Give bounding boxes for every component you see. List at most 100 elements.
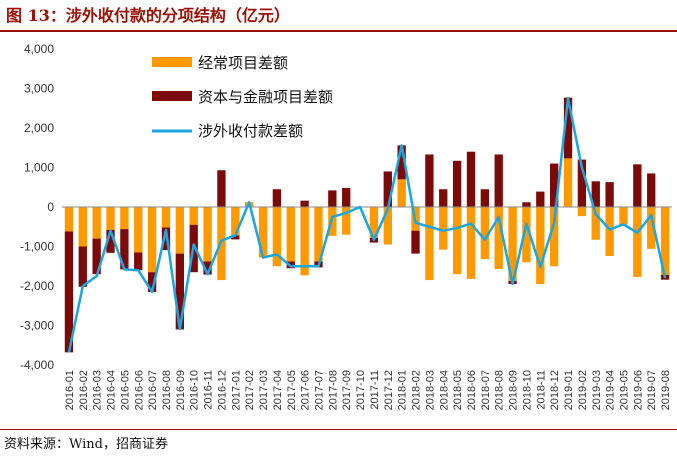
x-tick-label: 2016-05 <box>119 370 131 410</box>
bar-current-account <box>397 179 406 207</box>
bar-capital-financial <box>300 200 309 207</box>
bar-current-account <box>577 207 587 217</box>
bar-current-account <box>189 207 198 225</box>
bar-current-account <box>64 207 74 232</box>
bar-capital-financial <box>411 230 420 254</box>
x-axis: 2016-01 2016-02 2016-03 2016-04 2016-05 2016-… <box>64 370 672 410</box>
x-tick-label: 2016-11 <box>203 370 215 410</box>
x-tick-label: 2018-04 <box>438 370 450 410</box>
x-tick-label: 2017-11 <box>369 370 381 410</box>
y-tick-label: 0 <box>47 200 54 214</box>
x-tick-label: 2019-06 <box>632 370 644 410</box>
x-tick-label: 2018-05 <box>452 370 464 410</box>
bar-current-account <box>591 207 600 240</box>
chart-canvas: 4,000 3,000 2,000 1,000 0 -1,000 -2,000 -3,000 -… <box>20 42 672 410</box>
bar-current-account <box>494 207 503 270</box>
source-divider <box>0 429 677 430</box>
legend: 经常项目差额 资本与金融项目差额 涉外收付款差额 <box>152 54 333 140</box>
bar-capital-financial <box>577 159 587 207</box>
series-net-flow-line <box>67 97 667 353</box>
legend-label-current-account: 经常项目差额 <box>198 54 288 72</box>
bar-current-account <box>563 158 573 207</box>
x-tick-label: 2018-07 <box>480 370 492 410</box>
x-tick-label: 2019-02 <box>577 370 589 410</box>
x-tick-label: 2017-06 <box>300 370 312 410</box>
bar-capital-financial <box>397 145 406 180</box>
bar-current-account <box>522 207 531 263</box>
bar-current-account <box>439 207 448 250</box>
series-current-account <box>64 158 670 285</box>
bar-capital-financial <box>342 188 351 207</box>
y-tick-label: -2,000 <box>20 279 54 293</box>
legend-label-net-flow: 涉外收付款差额 <box>198 122 303 140</box>
x-tick-label: 2018-02 <box>411 370 423 410</box>
bar-capital-financial <box>425 154 434 207</box>
x-tick-label: 2016-09 <box>175 370 187 410</box>
x-tick-label: 2016-04 <box>106 370 118 410</box>
x-tick-label: 2019-01 <box>563 370 575 410</box>
bar-capital-financial <box>494 154 503 207</box>
bar-capital-financial <box>522 202 531 207</box>
x-tick-label: 2018-03 <box>424 370 436 410</box>
bar-current-account <box>466 207 476 279</box>
y-tick-label: 1,000 <box>24 161 54 175</box>
y-tick-label: 3,000 <box>24 82 54 96</box>
x-tick-label: 2016-08 <box>161 370 173 410</box>
y-tick-label: -4,000 <box>20 358 54 372</box>
bar-capital-financial <box>272 189 282 207</box>
x-tick-label: 2017-04 <box>272 370 284 410</box>
bar-capital-financial <box>563 97 573 159</box>
legend-swatch-capital-financial <box>152 91 192 101</box>
chart-title: 图 13：涉外收付款的分项结构（亿元） <box>6 6 290 25</box>
bar-current-account <box>452 207 462 275</box>
bar-current-account <box>605 207 614 256</box>
bar-current-account <box>550 207 559 267</box>
x-tick-label: 2018-09 <box>508 370 520 410</box>
y-tick-label: 4,000 <box>24 42 54 56</box>
source-note: 资料来源：Wind，招商证券 <box>4 437 168 452</box>
bar-current-account <box>342 207 351 235</box>
y-axis: 4,000 3,000 2,000 1,000 0 -1,000 -2,000 -3,000 -… <box>20 42 54 372</box>
bar-capital-financial <box>134 252 143 271</box>
bar-current-account <box>633 207 642 277</box>
bar-current-account <box>480 207 489 260</box>
bar-capital-financial <box>106 229 115 253</box>
bar-capital-financial <box>550 163 559 207</box>
bar-capital-financial <box>175 253 184 330</box>
x-tick-label: 2016-03 <box>92 370 104 410</box>
x-tick-label: 2018-06 <box>466 370 478 410</box>
x-tick-label: 2019-04 <box>605 370 617 410</box>
legend-swatch-current-account <box>152 57 192 67</box>
bar-current-account <box>300 207 309 276</box>
x-tick-label: 2016-07 <box>147 370 159 410</box>
bar-current-account <box>272 207 282 267</box>
bar-capital-financial <box>452 160 462 207</box>
x-tick-label: 2016-01 <box>64 370 76 410</box>
bar-capital-financial <box>64 231 74 353</box>
bar-current-account <box>147 207 157 273</box>
x-tick-label: 2017-03 <box>258 370 270 410</box>
bar-current-account <box>175 207 184 254</box>
bar-current-account <box>286 207 295 262</box>
x-tick-label: 2019-03 <box>591 370 603 410</box>
x-tick-label: 2017-09 <box>341 370 353 410</box>
x-tick-label: 2017-02 <box>244 370 256 410</box>
bar-capital-financial <box>203 261 212 275</box>
bar-current-account <box>203 207 212 262</box>
bar-current-account <box>92 207 101 239</box>
x-tick-label: 2017-01 <box>230 370 242 410</box>
x-tick-label: 2018-11 <box>535 370 547 410</box>
x-tick-label: 2016-02 <box>78 370 90 410</box>
bar-capital-financial <box>78 246 87 287</box>
bar-capital-financial <box>217 170 226 207</box>
bar-capital-financial <box>328 190 337 207</box>
bar-current-account <box>314 207 323 262</box>
bar-current-account <box>369 207 379 238</box>
bar-current-account <box>106 207 115 230</box>
bar-current-account <box>120 207 129 230</box>
x-tick-label: 2018-01 <box>397 370 409 410</box>
bar-capital-financial <box>480 189 489 207</box>
bar-current-account <box>647 207 656 249</box>
x-tick-label: 2017-08 <box>327 370 339 410</box>
bar-capital-financial <box>605 182 614 207</box>
